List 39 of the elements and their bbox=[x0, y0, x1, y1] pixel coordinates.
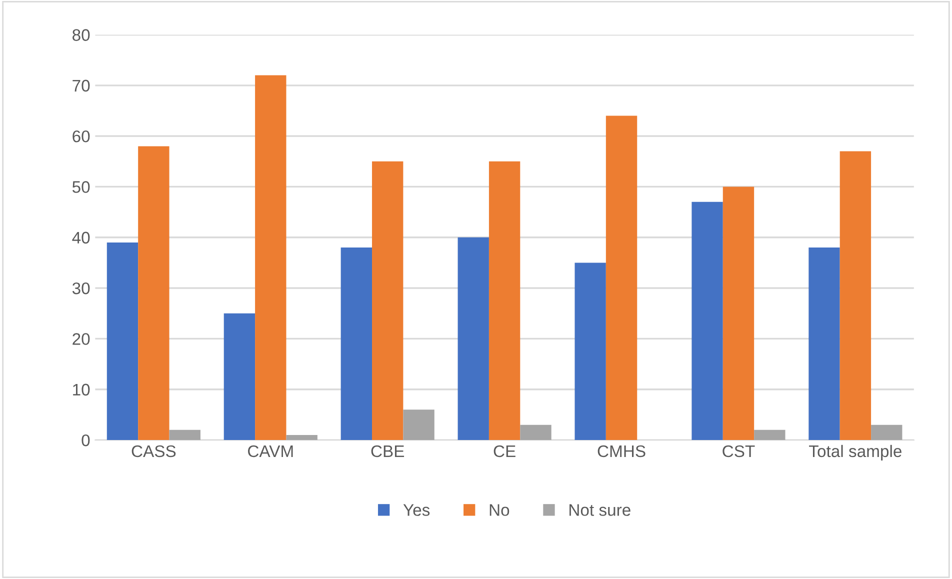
y-tick-label: 10 bbox=[73, 384, 90, 396]
bar bbox=[808, 248, 840, 440]
y-tick-label: 0 bbox=[82, 434, 90, 446]
y-tick-label: 50 bbox=[72, 181, 90, 193]
bar bbox=[871, 424, 902, 440]
bar bbox=[224, 313, 256, 440]
legend-label: Not sure bbox=[570, 504, 630, 516]
x-tick-label: CMHS bbox=[598, 445, 646, 458]
bar bbox=[255, 75, 286, 440]
bar bbox=[754, 430, 786, 440]
bar bbox=[286, 434, 318, 440]
bar bbox=[574, 262, 606, 440]
bar bbox=[488, 161, 520, 440]
bar bbox=[340, 248, 372, 440]
y-tick-label: 80 bbox=[72, 29, 90, 41]
y-tick-label: 40 bbox=[72, 232, 90, 244]
bar bbox=[106, 242, 138, 440]
bar bbox=[840, 151, 872, 440]
y-tick-label: 70 bbox=[72, 80, 90, 92]
x-tick-label: CST bbox=[722, 445, 755, 458]
bar bbox=[138, 146, 170, 440]
x-tick-label: CE bbox=[494, 445, 516, 458]
legend-label: Yes bbox=[403, 504, 430, 516]
x-tick-label: CAVM bbox=[248, 445, 293, 458]
x-tick-label: CBE bbox=[371, 445, 404, 458]
y-tick-label: 20 bbox=[72, 333, 90, 345]
x-tick-label: CASS bbox=[132, 445, 176, 458]
bar bbox=[372, 161, 404, 440]
bar bbox=[169, 430, 200, 440]
bar bbox=[722, 186, 754, 440]
bar bbox=[458, 237, 489, 440]
bar bbox=[606, 116, 638, 440]
y-tick-label: 30 bbox=[72, 282, 90, 294]
bar bbox=[520, 424, 552, 440]
legend-label: No bbox=[490, 504, 510, 516]
bar bbox=[403, 410, 434, 440]
x-tick-label: Total sample bbox=[809, 444, 902, 460]
bar bbox=[692, 202, 723, 440]
y-tick-label: 60 bbox=[72, 130, 90, 142]
